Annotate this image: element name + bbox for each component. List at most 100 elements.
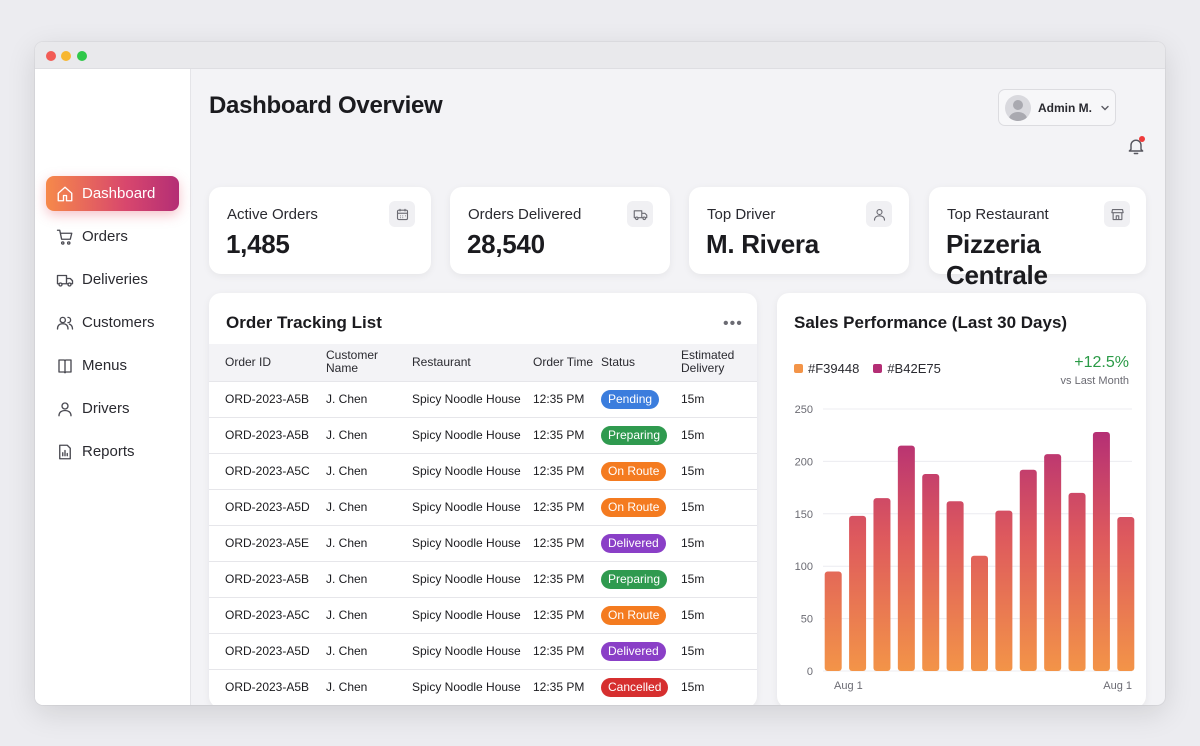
status-badge: On Route bbox=[601, 605, 667, 625]
eta-cell: 15m bbox=[677, 524, 757, 561]
status-cell: Cancelled bbox=[597, 668, 677, 705]
column-header[interactable]: Customer Name bbox=[322, 344, 408, 381]
kpi-icon-wrapper bbox=[866, 201, 892, 227]
cart-icon bbox=[56, 229, 73, 245]
order-time-cell: 12:35 PM bbox=[529, 596, 597, 633]
kpi-card-top-restaurant: Top Restaurant Pizzeria Centrale bbox=[929, 187, 1146, 290]
zoom-window-button[interactable] bbox=[77, 51, 87, 61]
table-row[interactable]: ORD-2023-A5C J. Chen Spicy Noodle House 12:… bbox=[209, 596, 757, 633]
close-window-button[interactable] bbox=[46, 51, 56, 61]
restaurant-cell: Spicy Noodle House bbox=[408, 632, 529, 669]
table-row[interactable]: ORD-2023-A5C J. Chen Spicy Noodle House 12:… bbox=[209, 452, 757, 489]
sidebar-item-customers[interactable]: Customers bbox=[46, 305, 179, 340]
kpi-label: Top Restaurant bbox=[947, 206, 1049, 223]
table-row[interactable]: ORD-2023-A5B J. Chen Spicy Noodle House 12:… bbox=[209, 380, 757, 417]
sidebar-item-drivers[interactable]: Drivers bbox=[46, 391, 179, 426]
restaurant-cell: Spicy Noodle House bbox=[408, 668, 529, 705]
column-header[interactable]: Status bbox=[597, 344, 677, 381]
bar[interactable] bbox=[971, 555, 988, 671]
sidebar-item-reports[interactable]: Reports bbox=[46, 434, 179, 469]
eta-cell: 15m bbox=[677, 488, 757, 525]
sidebar-item-label: Reports bbox=[82, 443, 135, 460]
table-row[interactable]: ORD-2023-A5B J. Chen Spicy Noodle House 12:… bbox=[209, 668, 757, 705]
eta-cell: 15m bbox=[677, 596, 757, 633]
kpi-label: Active Orders bbox=[227, 206, 318, 223]
bar[interactable] bbox=[873, 498, 891, 671]
book-icon bbox=[58, 358, 72, 373]
order-id-cell: ORD-2023-A5D bbox=[209, 488, 322, 525]
sales-change-note: vs Last Month bbox=[1060, 375, 1129, 387]
order-time-cell: 12:35 PM bbox=[529, 416, 597, 453]
home-icon bbox=[57, 186, 73, 201]
y-tick-label: 50 bbox=[801, 614, 813, 626]
legend-item: #B42E75 bbox=[873, 361, 941, 376]
table-row[interactable]: ORD-2023-A5B J. Chen Spicy Noodle House 12:… bbox=[209, 560, 757, 597]
legend-label: #F39448 bbox=[808, 361, 860, 376]
eta-cell: 15m bbox=[677, 560, 757, 597]
bar[interactable] bbox=[897, 445, 915, 671]
kpi-value: M. Rivera bbox=[706, 229, 819, 259]
bar[interactable] bbox=[995, 510, 1013, 671]
report-icon bbox=[59, 444, 71, 459]
x-tick-label: Aug 1 bbox=[834, 680, 863, 692]
status-badge: Delivered bbox=[601, 641, 666, 661]
table-row[interactable]: ORD-2023-A5D J. Chen Spicy Noodle House 12:… bbox=[209, 632, 757, 669]
sidebar-item-deliveries[interactable]: Deliveries bbox=[46, 262, 179, 297]
order-id-cell: ORD-2023-A5C bbox=[209, 452, 322, 489]
bar[interactable] bbox=[1092, 432, 1110, 671]
order-time-cell: 12:35 PM bbox=[529, 452, 597, 489]
eta-cell: 15m bbox=[677, 380, 757, 417]
column-header[interactable]: Estimated Delivery bbox=[677, 344, 757, 381]
restaurant-cell: Spicy Noodle House bbox=[408, 596, 529, 633]
app-window: Dashboard Orders Deliveries Customers Me… bbox=[35, 42, 1165, 705]
sidebar-item-label: Menus bbox=[82, 357, 128, 374]
title-bar bbox=[35, 42, 1165, 69]
status-badge: Preparing bbox=[601, 425, 668, 445]
kpi-icon-wrapper bbox=[389, 201, 415, 227]
status-badge: Delivered bbox=[601, 533, 666, 553]
notification-dot bbox=[1139, 136, 1145, 142]
table-row[interactable]: ORD-2023-A5D J. Chen Spicy Noodle House 12:… bbox=[209, 488, 757, 525]
minimize-window-button[interactable] bbox=[61, 51, 71, 61]
table-row[interactable]: ORD-2023-A5E J. Chen Spicy Noodle House 12:… bbox=[209, 524, 757, 561]
sidebar-item-label: Orders bbox=[82, 228, 128, 245]
eta-cell: 15m bbox=[677, 452, 757, 489]
customer-cell: J. Chen bbox=[322, 416, 408, 453]
order-id-cell: ORD-2023-A5B bbox=[209, 380, 322, 417]
order-id-cell: ORD-2023-A5B bbox=[209, 560, 322, 597]
bar[interactable] bbox=[1117, 516, 1135, 671]
order-id-cell: ORD-2023-A5B bbox=[209, 416, 322, 453]
bar[interactable] bbox=[1019, 469, 1037, 671]
panel-title: Sales Performance (Last 30 Days) bbox=[794, 313, 1068, 332]
column-header[interactable]: Order ID bbox=[209, 344, 322, 381]
bar[interactable] bbox=[824, 571, 842, 671]
users-icon bbox=[56, 316, 74, 330]
eta-cell: 15m bbox=[677, 668, 757, 705]
user-menu-button[interactable]: Admin M. bbox=[998, 89, 1116, 126]
column-header[interactable]: Order Time bbox=[529, 344, 597, 381]
restaurant-cell: Spicy Noodle House bbox=[408, 488, 529, 525]
bar[interactable] bbox=[922, 473, 940, 671]
bar[interactable] bbox=[1044, 454, 1062, 671]
sidebar-item-label: Dashboard bbox=[82, 185, 156, 202]
sidebar-item-orders[interactable]: Orders bbox=[46, 219, 179, 254]
column-header[interactable]: Restaurant bbox=[408, 344, 529, 381]
bell-icon bbox=[1128, 139, 1144, 155]
table-row[interactable]: ORD-2023-A5B J. Chen Spicy Noodle House 12:… bbox=[209, 416, 757, 453]
restaurant-cell: Spicy Noodle House bbox=[408, 452, 529, 489]
notifications-button[interactable] bbox=[1126, 136, 1148, 158]
restaurant-cell: Spicy Noodle House bbox=[408, 416, 529, 453]
status-cell: Delivered bbox=[597, 632, 677, 669]
bar[interactable] bbox=[1068, 492, 1086, 671]
sidebar-item-dashboard[interactable]: Dashboard bbox=[46, 176, 179, 211]
bar[interactable] bbox=[946, 501, 964, 671]
kpi-icon-wrapper bbox=[1104, 201, 1130, 227]
sidebar-item-menus[interactable]: Menus bbox=[46, 348, 179, 383]
panel-title: Order Tracking List bbox=[226, 313, 382, 332]
kpi-label: Top Driver bbox=[707, 206, 776, 223]
customer-cell: J. Chen bbox=[322, 632, 408, 669]
sidebar: Dashboard Orders Deliveries Customers Me… bbox=[35, 69, 191, 705]
more-options-icon[interactable]: ••• bbox=[723, 315, 743, 332]
kpi-icon-wrapper bbox=[627, 201, 653, 227]
bar[interactable] bbox=[849, 515, 867, 671]
